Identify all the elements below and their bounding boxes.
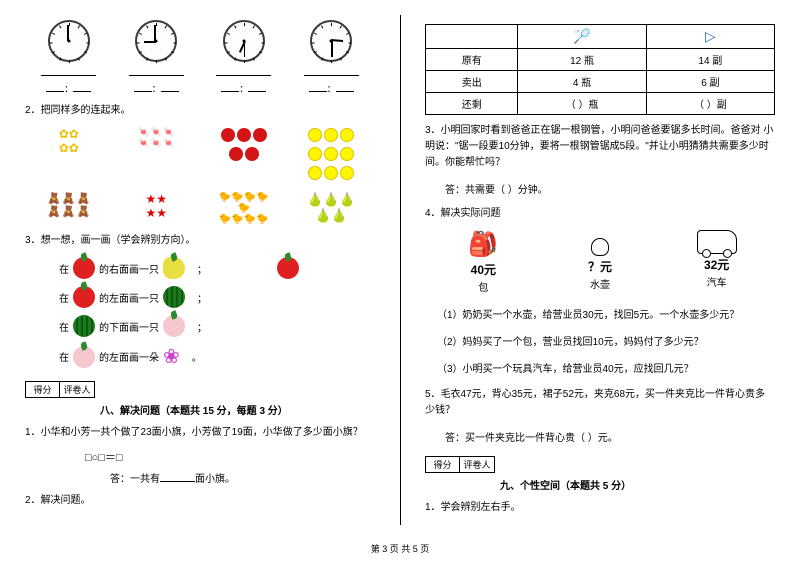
section-8-header: 八、解决问题（本题共 15 分，每题 3 分） — [25, 402, 375, 417]
clock-4: ： — [304, 20, 359, 95]
score-label: 得分 — [26, 382, 60, 397]
badminton-icon: 🏸 — [518, 25, 646, 49]
peach-icon — [163, 315, 185, 337]
q3-answer[interactable]: 答：共需要（ ）分钟。 — [425, 181, 775, 196]
shop-row: 🎒 40元 包 ？元 水壶 32元 汽车 — [425, 230, 775, 294]
q4-subquestions: （1）奶奶买一个水壶，给营业员30元，找回5元。一个水壶多少元？ （2）妈妈买了… — [425, 306, 775, 375]
clock-1: ： — [41, 20, 96, 95]
q3-text: 想一想，画一画（学会辨别方向）。 — [41, 235, 196, 246]
score-box-right: 得分 评卷人 — [425, 456, 495, 473]
apple-icon — [73, 257, 95, 279]
direction-row-3: 在 的下面画一只 ； — [25, 315, 375, 337]
grader-label: 评卷人 — [60, 382, 94, 397]
r-question-3: 3．小明回家时看到爸爸正在锯一根钢管，小明问爸爸要锯多长时间。爸爸对 小明说："… — [425, 123, 775, 171]
clock-2: ： — [129, 20, 184, 95]
watermelon-icon — [163, 286, 185, 308]
shop-item-bag: 🎒 40元 包 — [443, 230, 523, 294]
page-footer: 第 3 页 共 5 页 — [0, 542, 800, 555]
equation-boxes[interactable]: □○□＝□ — [25, 449, 375, 465]
q2-text: 把同样多的连起来。 — [41, 105, 131, 116]
direction-row-4: 在 的左面画一朵 ❀ 。 — [25, 344, 375, 369]
flower-icon: ❀ — [163, 344, 180, 369]
right-column: 🏸 ▷ 原有 12 瓶 14 副 卖出 4 瓶 6 副 还剩 （ ）瓶 （ ）副… — [400, 0, 800, 565]
peach-icon — [73, 346, 95, 368]
inventory-table: 🏸 ▷ 原有 12 瓶 14 副 卖出 4 瓶 6 副 还剩 （ ）瓶 （ ）副 — [425, 24, 775, 115]
stars-icon: ★★ ★★ — [126, 192, 186, 225]
score-box: 得分 评卷人 — [25, 381, 95, 398]
candy-icon: 🍬🍬🍬 🍬🍬🍬 — [126, 127, 186, 184]
sub-q-2: （2）妈妈买了一个包，营业员找回10元，妈妈付了多少元？ — [437, 333, 775, 348]
q2-num: 2． — [25, 105, 41, 116]
sunflowers-icon: ✿✿ ✿✿ — [39, 127, 99, 184]
bears-icon: 🧸🧸🧸 🧸🧸🧸 — [39, 192, 99, 225]
smileys-icon — [301, 127, 361, 184]
apples-icon — [214, 127, 274, 184]
table-row: 原有 12 瓶 14 副 — [426, 49, 775, 71]
question-8-2: 2．解决问题。 — [25, 493, 375, 509]
left-column: ： ： ： ： — [0, 0, 400, 565]
question-8-1: 1．小华和小芳一共个做了23面小旗，小芳做了19面，小华做了多少面小旗？ — [25, 425, 375, 441]
clock-face-1 — [48, 20, 90, 62]
car-icon — [697, 230, 737, 254]
apple-extra-icon — [277, 257, 299, 279]
chicks-icon: 🐤🐤🐤🐤🐤 🐤🐤🐤🐤 — [214, 192, 274, 225]
table-header-row: 🏸 ▷ — [426, 25, 775, 49]
sub-q-1: （1）奶奶买一个水壶，给营业员30元，找回5元。一个水壶多少元？ — [437, 306, 775, 321]
table-row: 还剩 （ ）瓶 （ ）副 — [426, 93, 775, 115]
flag-icon: ▷ — [646, 25, 774, 49]
direction-row-2: 在 的左面画一只 ； — [25, 286, 375, 308]
clock-3: ： — [216, 20, 271, 95]
r-question-9-1: 1．学会辨别左右手。 — [425, 500, 775, 516]
answer-line: 答：一共有面小旗。 — [25, 470, 375, 485]
kettle-icon — [588, 230, 612, 256]
match-top-row: ✿✿ ✿✿ 🍬🍬🍬 🍬🍬🍬 — [25, 127, 375, 184]
direction-row-1: 在 的右面画一只 ； — [25, 257, 375, 279]
watermelon-icon — [73, 315, 95, 337]
q3-num: 3． — [25, 235, 41, 246]
clock-blank[interactable] — [41, 66, 96, 76]
shop-item-kettle: ？元 水壶 — [560, 230, 640, 294]
pears-icon: 🍐🍐🍐 🍐🍐 — [301, 192, 361, 225]
clocks-row: ： ： ： ： — [25, 20, 375, 95]
lemon-icon — [163, 257, 185, 279]
r-question-5: 5．毛衣47元，背心35元，裙子52元，夹克68元，买一件夹克比一件背心贵多少钱… — [425, 387, 775, 419]
sub-q-3: （3）小明买一个玩具汽车，给营业员40元，应找回几元？ — [437, 360, 775, 375]
table-row: 卖出 4 瓶 6 副 — [426, 71, 775, 93]
shop-item-car: 32元 汽车 — [677, 230, 757, 294]
bag-icon: 🎒 — [443, 230, 523, 259]
r-question-4: 4．解决实际问题 — [425, 206, 775, 222]
question-3: 3．想一想，画一画（学会辨别方向）。 — [25, 233, 375, 249]
question-2: 2．把同样多的连起来。 — [25, 103, 375, 119]
apple-icon — [73, 286, 95, 308]
q5-answer[interactable]: 答：买一件夹克比一件背心贵（ ）元。 — [425, 429, 775, 444]
match-bottom-row: 🧸🧸🧸 🧸🧸🧸 ★★ ★★ 🐤🐤🐤🐤🐤 🐤🐤🐤🐤 🍐🍐🍐 🍐🍐 — [25, 192, 375, 225]
section-9-header: 九、个性空间（本题共 5 分） — [425, 477, 775, 492]
